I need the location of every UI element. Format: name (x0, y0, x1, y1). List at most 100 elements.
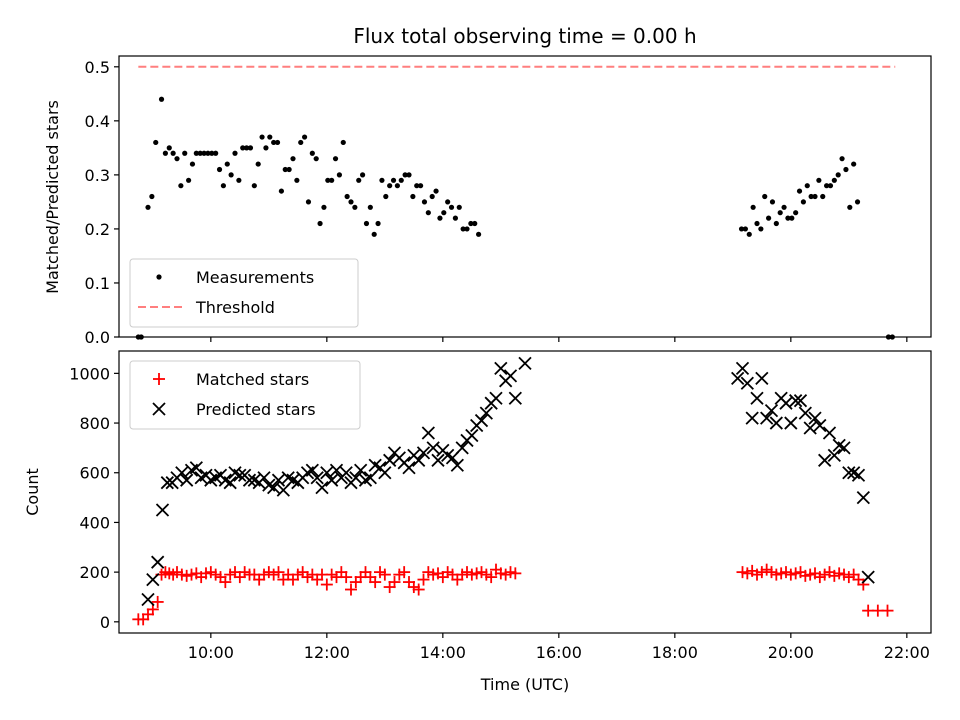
ratio-axes-frame (118, 55, 932, 338)
y-tick-label: 1000 (69, 364, 110, 383)
measurement-point (197, 150, 203, 156)
measurement-point (847, 204, 853, 210)
predicted-star-point (412, 453, 426, 467)
x-stroke-b (847, 466, 861, 480)
measurement-point (410, 193, 416, 200)
x-stroke-b (851, 468, 866, 482)
predicted-star-point (354, 463, 368, 477)
predicted-star-point (455, 441, 469, 455)
x-stroke-b (494, 361, 508, 376)
measurement-point (387, 183, 393, 189)
measurement-point (232, 150, 238, 156)
measurement-point (414, 183, 420, 189)
legend-marker-matched (153, 373, 165, 385)
matched-star-point (388, 576, 401, 589)
x-stroke-b (151, 555, 165, 569)
predicted-star-point (837, 441, 851, 455)
measurement-point (421, 199, 428, 205)
matched-star-point (412, 583, 425, 596)
x-stroke-b (508, 391, 522, 405)
x-stroke-b (281, 471, 295, 485)
predicted-star-point (740, 376, 754, 390)
measurement-point (418, 183, 424, 189)
measurement-point (278, 188, 284, 194)
measurement-point (785, 215, 791, 221)
x-stroke-b (378, 466, 392, 480)
measurement-point (216, 166, 223, 173)
predicted-star-point (760, 411, 774, 425)
x-stroke-b (789, 394, 803, 408)
measurement-point (170, 150, 176, 156)
measurement-point (854, 199, 861, 205)
x-stroke-b (242, 473, 257, 487)
predicted-star-point (426, 441, 440, 455)
x-stroke-b (349, 471, 363, 485)
x-stroke-b (310, 471, 324, 485)
x-stroke-b (368, 458, 382, 472)
measurement-point (742, 226, 749, 232)
predicted-star-point (305, 463, 319, 477)
predicted-star-point (784, 416, 798, 430)
x-stroke-b (305, 463, 319, 477)
x-stroke-b (798, 406, 812, 420)
x-tick-label: 12:00 (304, 643, 350, 662)
measurement-point (166, 145, 172, 151)
y-tick-label: 0 (100, 613, 110, 632)
measurement-point (375, 220, 381, 227)
x-stroke-b (320, 466, 334, 480)
count-x-ticks: 10:00 12:00 14:00 16:00 18:00 20:00 22:00 (188, 633, 930, 662)
measurement-point (796, 188, 803, 194)
measurement-point (271, 139, 277, 146)
measurement-point (452, 215, 458, 221)
measurement-point (758, 226, 764, 232)
predicted-star-point (310, 471, 324, 485)
x-stroke-b (155, 503, 170, 517)
x-stroke-b (450, 458, 464, 472)
measurement-point (282, 166, 288, 173)
measurement-point (441, 210, 447, 216)
x-stroke-b (861, 570, 875, 584)
measurement-point (464, 226, 470, 232)
ratio-x-ticks (210, 337, 908, 342)
y-tick-label: 400 (79, 513, 110, 532)
measurement-point (267, 134, 273, 140)
measurement-point (228, 172, 234, 178)
x-axis-label: Time (UTC) (480, 675, 569, 694)
measurement-point (162, 150, 168, 156)
matched-star-point (509, 567, 522, 580)
x-stroke-b (441, 448, 455, 462)
predicted-star-point (160, 476, 174, 490)
x-stroke-b (779, 396, 793, 410)
predicted-star-point (793, 394, 808, 408)
matched-star-point (398, 566, 411, 579)
predicted-star-point (339, 466, 353, 480)
x-stroke-b (175, 466, 189, 480)
measurement-point (773, 220, 779, 227)
x-stroke-b (189, 461, 203, 475)
predicted-star-point (349, 471, 363, 485)
measurement-point (360, 172, 366, 178)
y-tick-label: 800 (79, 414, 110, 433)
matched-star-point (345, 583, 357, 596)
measurement-point (812, 193, 818, 200)
measurement-point (460, 226, 466, 232)
matched-star-point (485, 571, 498, 584)
x-tick-label: 14:00 (420, 643, 466, 662)
x-stroke-b (339, 466, 353, 480)
measurement-point (820, 193, 826, 200)
x-stroke-b (474, 413, 489, 428)
x-stroke-b (518, 356, 532, 371)
measurement-point (472, 220, 478, 227)
predicted-star-point (325, 473, 339, 487)
x-stroke-b (731, 371, 745, 385)
measurement-point (406, 172, 412, 178)
measurement-point (824, 183, 830, 189)
measurement-point (182, 150, 188, 156)
measurement-point (325, 177, 331, 183)
count-legend-box (129, 360, 361, 430)
measurement-point (209, 150, 215, 156)
x-stroke-b (228, 466, 242, 480)
x-stroke-b (218, 473, 232, 487)
legend-label-measurements: Measurements (196, 268, 314, 287)
measurement-point (309, 150, 315, 156)
